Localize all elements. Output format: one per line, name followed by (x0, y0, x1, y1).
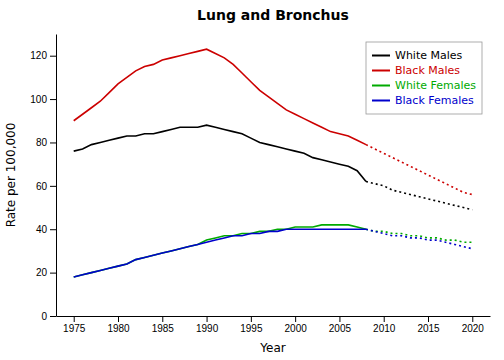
y-tick-mark (50, 99, 56, 100)
y-tick: 120 (30, 50, 56, 61)
y-tick-label: 100 (30, 94, 47, 105)
x-tick-mark (207, 316, 208, 322)
x-tick-label: 1985 (152, 323, 175, 334)
series-line (366, 229, 472, 249)
x-tick-label: 2005 (329, 323, 352, 334)
legend-swatch (372, 100, 390, 102)
series-line (74, 125, 366, 181)
x-tick-mark (384, 316, 385, 322)
x-tick: 2015 (417, 316, 440, 334)
y-axis-line (56, 35, 57, 317)
legend-item: Black Males (372, 64, 460, 77)
x-tick-label: 1995 (240, 323, 263, 334)
legend-swatch (372, 55, 390, 57)
y-tick-label: 20 (36, 267, 48, 278)
x-tick-mark (251, 316, 252, 322)
chart: 1975198019851990199520002005201020152020… (0, 0, 504, 360)
x-tick-label: 1980 (107, 323, 130, 334)
x-tick-label: 2010 (373, 323, 396, 334)
x-tick: 2005 (329, 316, 352, 334)
y-tick-mark (50, 186, 56, 187)
y-axis-title: Rate per 100,000 (4, 123, 18, 228)
x-tick-mark (339, 316, 340, 322)
series-line (366, 182, 472, 210)
y-tick-mark (50, 142, 56, 143)
y-tick: 0 (41, 311, 56, 322)
y-tick-label: 40 (36, 224, 48, 235)
x-axis-title: Year (259, 341, 285, 355)
y-tick-mark (50, 229, 56, 230)
legend-item: White Males (372, 49, 463, 62)
x-tick-mark (74, 316, 75, 322)
y-tick-label: 60 (36, 181, 48, 192)
x-tick-mark (118, 316, 119, 322)
x-tick: 1985 (152, 316, 175, 334)
x-axis: 1975 1980 1985 1990 1995 2000 2005 2010 2015 2020 (57, 316, 491, 334)
y-tick-mark (50, 56, 56, 57)
legend-label: Black Males (395, 64, 460, 77)
x-tick-label: 2020 (462, 323, 485, 334)
y-tick: 60 (36, 181, 56, 192)
legend-label: White Females (395, 79, 476, 92)
x-tick: 2020 (462, 316, 485, 334)
legend: White Males Black Males White Females Black… (366, 42, 482, 114)
series-line (74, 49, 366, 144)
y-tick: 100 (30, 94, 56, 105)
y-tick-label: 80 (36, 137, 48, 148)
y-tick: 20 (36, 267, 56, 278)
title: Lung and Bronchus (197, 7, 349, 23)
x-tick-mark (472, 316, 473, 322)
legend-item: Black Females (372, 94, 474, 107)
x-axis-line (57, 316, 491, 317)
y-tick-mark (50, 273, 56, 274)
legend-label: White Males (395, 49, 463, 62)
x-tick: 2000 (285, 316, 308, 334)
y-axis: 0 20 40 60 80 100 120 (30, 35, 56, 322)
x-tick: 1975 (63, 316, 86, 334)
x-tick-mark (428, 316, 429, 322)
x-tick-label: 1975 (63, 323, 86, 334)
series-line (74, 229, 366, 277)
x-tick: 2010 (373, 316, 396, 334)
x-tick-label: 2000 (285, 323, 308, 334)
series-line (74, 225, 366, 277)
x-tick-mark (162, 316, 163, 322)
y-tick-label: 0 (41, 311, 47, 322)
y-tick-label: 120 (30, 50, 47, 61)
legend-label: Black Females (395, 94, 474, 107)
series-line (366, 145, 472, 195)
legend-swatch (372, 85, 390, 87)
y-tick-mark (50, 316, 56, 317)
series-line (366, 229, 472, 242)
plot: 1975198019851990199520002005201020152020… (30, 35, 490, 335)
legend-box (366, 42, 482, 114)
x-tick-label: 2015 (417, 323, 440, 334)
y-tick: 80 (36, 137, 56, 148)
legend-swatch (372, 70, 390, 72)
x-tick-label: 1990 (196, 323, 219, 334)
x-tick: 1995 (240, 316, 263, 334)
x-tick-mark (295, 316, 296, 322)
y-tick: 40 (36, 224, 56, 235)
x-tick: 1990 (196, 316, 219, 334)
legend-item: White Females (372, 79, 476, 92)
x-tick: 1980 (107, 316, 130, 334)
